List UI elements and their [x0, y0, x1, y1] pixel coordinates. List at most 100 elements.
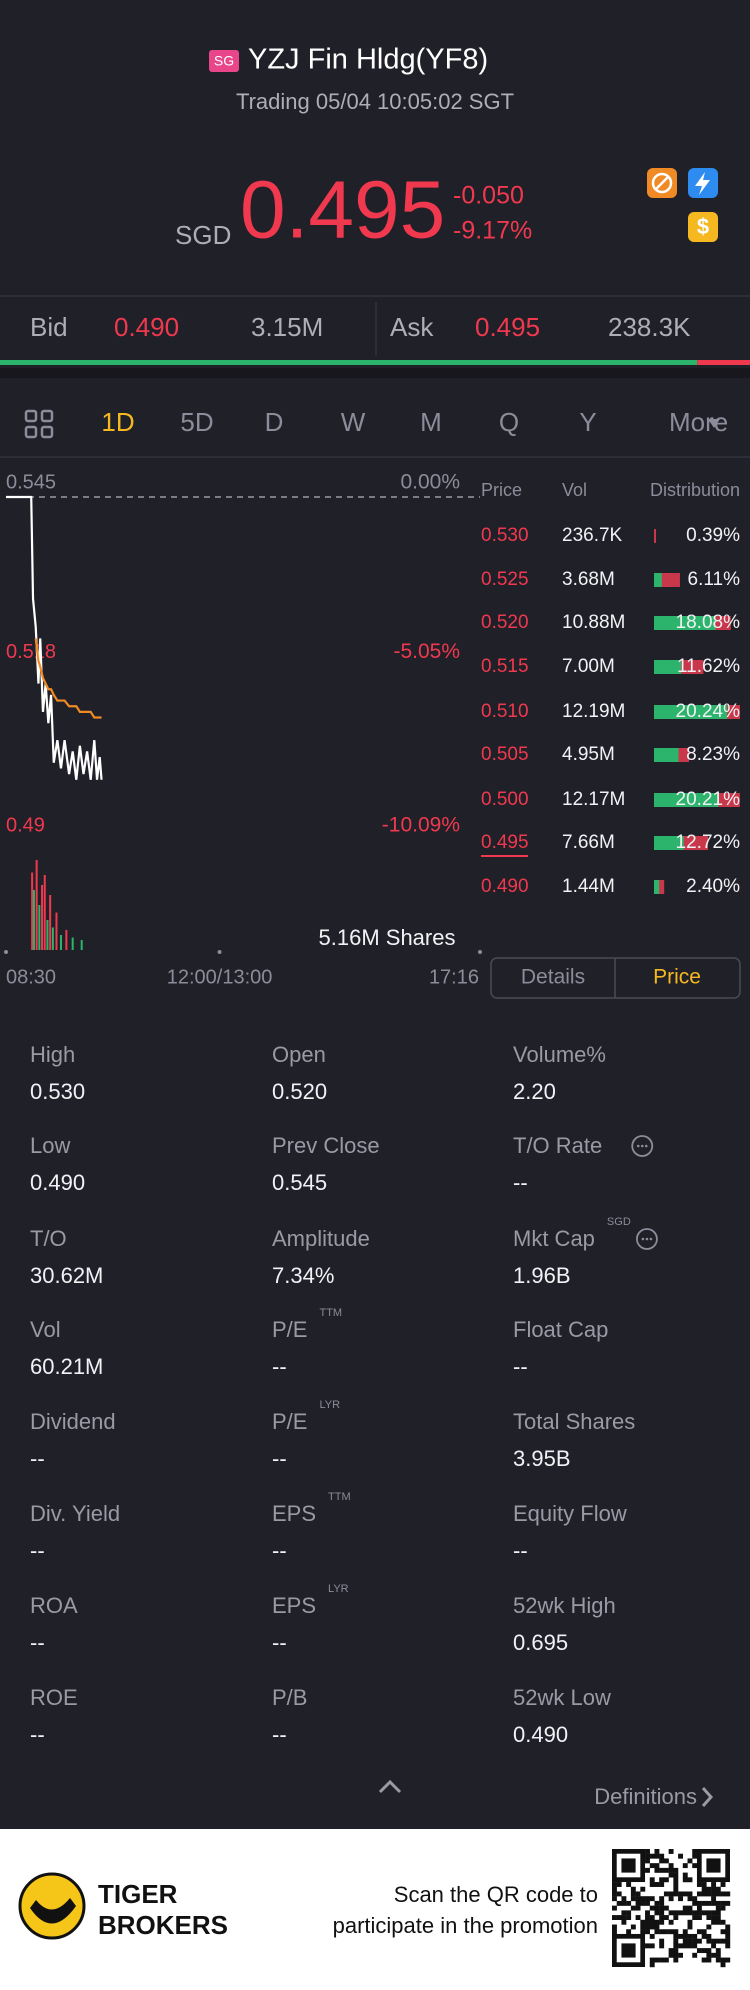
qr-module	[711, 1882, 717, 1887]
stat-value: --	[272, 1722, 287, 1747]
dist-share: 18.08%	[676, 612, 741, 633]
period-tab[interactable]: D	[265, 407, 284, 437]
qr-module	[706, 1910, 712, 1916]
qr-module	[687, 1919, 693, 1925]
qr-module	[668, 1929, 674, 1935]
view-toggle[interactable]: Price	[653, 966, 701, 989]
qr-module	[654, 1863, 660, 1869]
volume-bar	[43, 875, 46, 950]
qr-module	[626, 1929, 632, 1935]
stat-label: P/E	[272, 1317, 307, 1342]
period-tab[interactable]: W	[341, 407, 366, 437]
volume-bar	[80, 940, 83, 950]
qr-module	[682, 1938, 688, 1944]
qr-module	[678, 1891, 683, 1897]
stat-value: 0.695	[513, 1630, 568, 1655]
period-tab[interactable]: M	[420, 407, 442, 437]
stat-label: 52wk Low	[513, 1685, 611, 1710]
qr-module	[621, 1919, 627, 1925]
stat-value: --	[513, 1354, 528, 1379]
volume-bar	[32, 890, 35, 950]
qr-module	[706, 1952, 712, 1958]
qr-finder	[696, 1848, 731, 1883]
qr-module	[706, 1924, 712, 1930]
stat-label: Vol	[30, 1317, 61, 1342]
stat-label: Dividend	[30, 1409, 116, 1434]
expand-icon[interactable]	[378, 1779, 402, 1794]
qr-module	[663, 1929, 669, 1935]
dist-volume: 7.66M	[562, 832, 615, 853]
qr-module	[626, 1900, 632, 1906]
qr-module	[696, 1905, 702, 1911]
qr-module	[668, 1896, 674, 1902]
qr-module	[649, 1882, 655, 1887]
qr-module	[659, 1905, 665, 1911]
qr-module	[649, 1905, 655, 1911]
info-icon	[641, 1237, 645, 1241]
qr-module	[673, 1867, 679, 1873]
ask-price: 0.495	[475, 312, 540, 342]
volume-bar	[38, 905, 41, 950]
qr-module	[701, 1900, 707, 1906]
qr-module	[696, 1891, 702, 1897]
qr-module	[630, 1924, 636, 1930]
x-tick-label: 12:00/13:00	[167, 966, 273, 988]
stat-value: 0.520	[272, 1079, 327, 1104]
qr-module	[692, 1900, 698, 1906]
layout-icon[interactable]	[24, 409, 54, 439]
period-tab[interactable]: More	[669, 407, 728, 437]
dist-volume: 12.17M	[562, 789, 625, 810]
qr-module	[673, 1877, 679, 1883]
info-icon[interactable]	[631, 1135, 654, 1157]
dist-price: 0.495	[481, 832, 529, 853]
qr-module	[663, 1891, 669, 1897]
qr-module	[654, 1867, 660, 1873]
qr-module	[682, 1933, 688, 1939]
stat-label: Volume%	[513, 1042, 606, 1067]
price-line	[6, 495, 103, 780]
qr-module	[706, 1948, 712, 1954]
qr-module	[673, 1915, 679, 1920]
qr-finder	[611, 1848, 646, 1883]
qr-module	[682, 1929, 688, 1935]
info-icon[interactable]	[636, 1228, 658, 1250]
qr-module	[654, 1900, 660, 1906]
period-tab[interactable]: Q	[499, 407, 519, 437]
period-tab[interactable]: 1D	[101, 407, 134, 437]
qr-module	[678, 1943, 683, 1949]
view-toggle[interactable]: Details	[521, 966, 585, 989]
dropdown-arrow	[708, 419, 720, 428]
qr-module	[635, 1896, 641, 1902]
qr-module	[668, 1910, 674, 1916]
qr-module	[687, 1896, 693, 1902]
qr-module	[649, 1915, 655, 1920]
qr-module	[645, 1943, 650, 1949]
dist-bar-buy	[654, 748, 679, 762]
ask-strength	[697, 360, 750, 365]
dist-price: 0.510	[481, 701, 529, 722]
period-tab[interactable]: 5D	[180, 407, 213, 437]
dist-price: 0.520	[481, 612, 529, 633]
market-badge	[209, 50, 239, 72]
dist-header: Vol	[562, 480, 587, 500]
stat-value: --	[272, 1630, 287, 1655]
qr-module	[673, 1882, 679, 1887]
qr-module	[701, 1891, 707, 1897]
qr-module	[711, 1919, 717, 1925]
qr-module	[687, 1905, 693, 1911]
qr-module	[616, 1900, 622, 1906]
stat-label: P/E	[272, 1409, 307, 1434]
qr-module	[692, 1853, 698, 1859]
qr-module	[654, 1919, 660, 1925]
qr-module	[645, 1896, 650, 1902]
qr-module	[682, 1877, 688, 1883]
definitions-link[interactable]: Definitions	[594, 1784, 697, 1809]
qr-module	[649, 1924, 655, 1930]
qr-module	[616, 1915, 622, 1920]
qr-module	[659, 1938, 665, 1944]
period-tab[interactable]: Y	[579, 407, 596, 437]
info-icon	[644, 1144, 648, 1148]
price-change-pct: -9.17%	[453, 217, 532, 245]
qr-module	[640, 1919, 646, 1925]
